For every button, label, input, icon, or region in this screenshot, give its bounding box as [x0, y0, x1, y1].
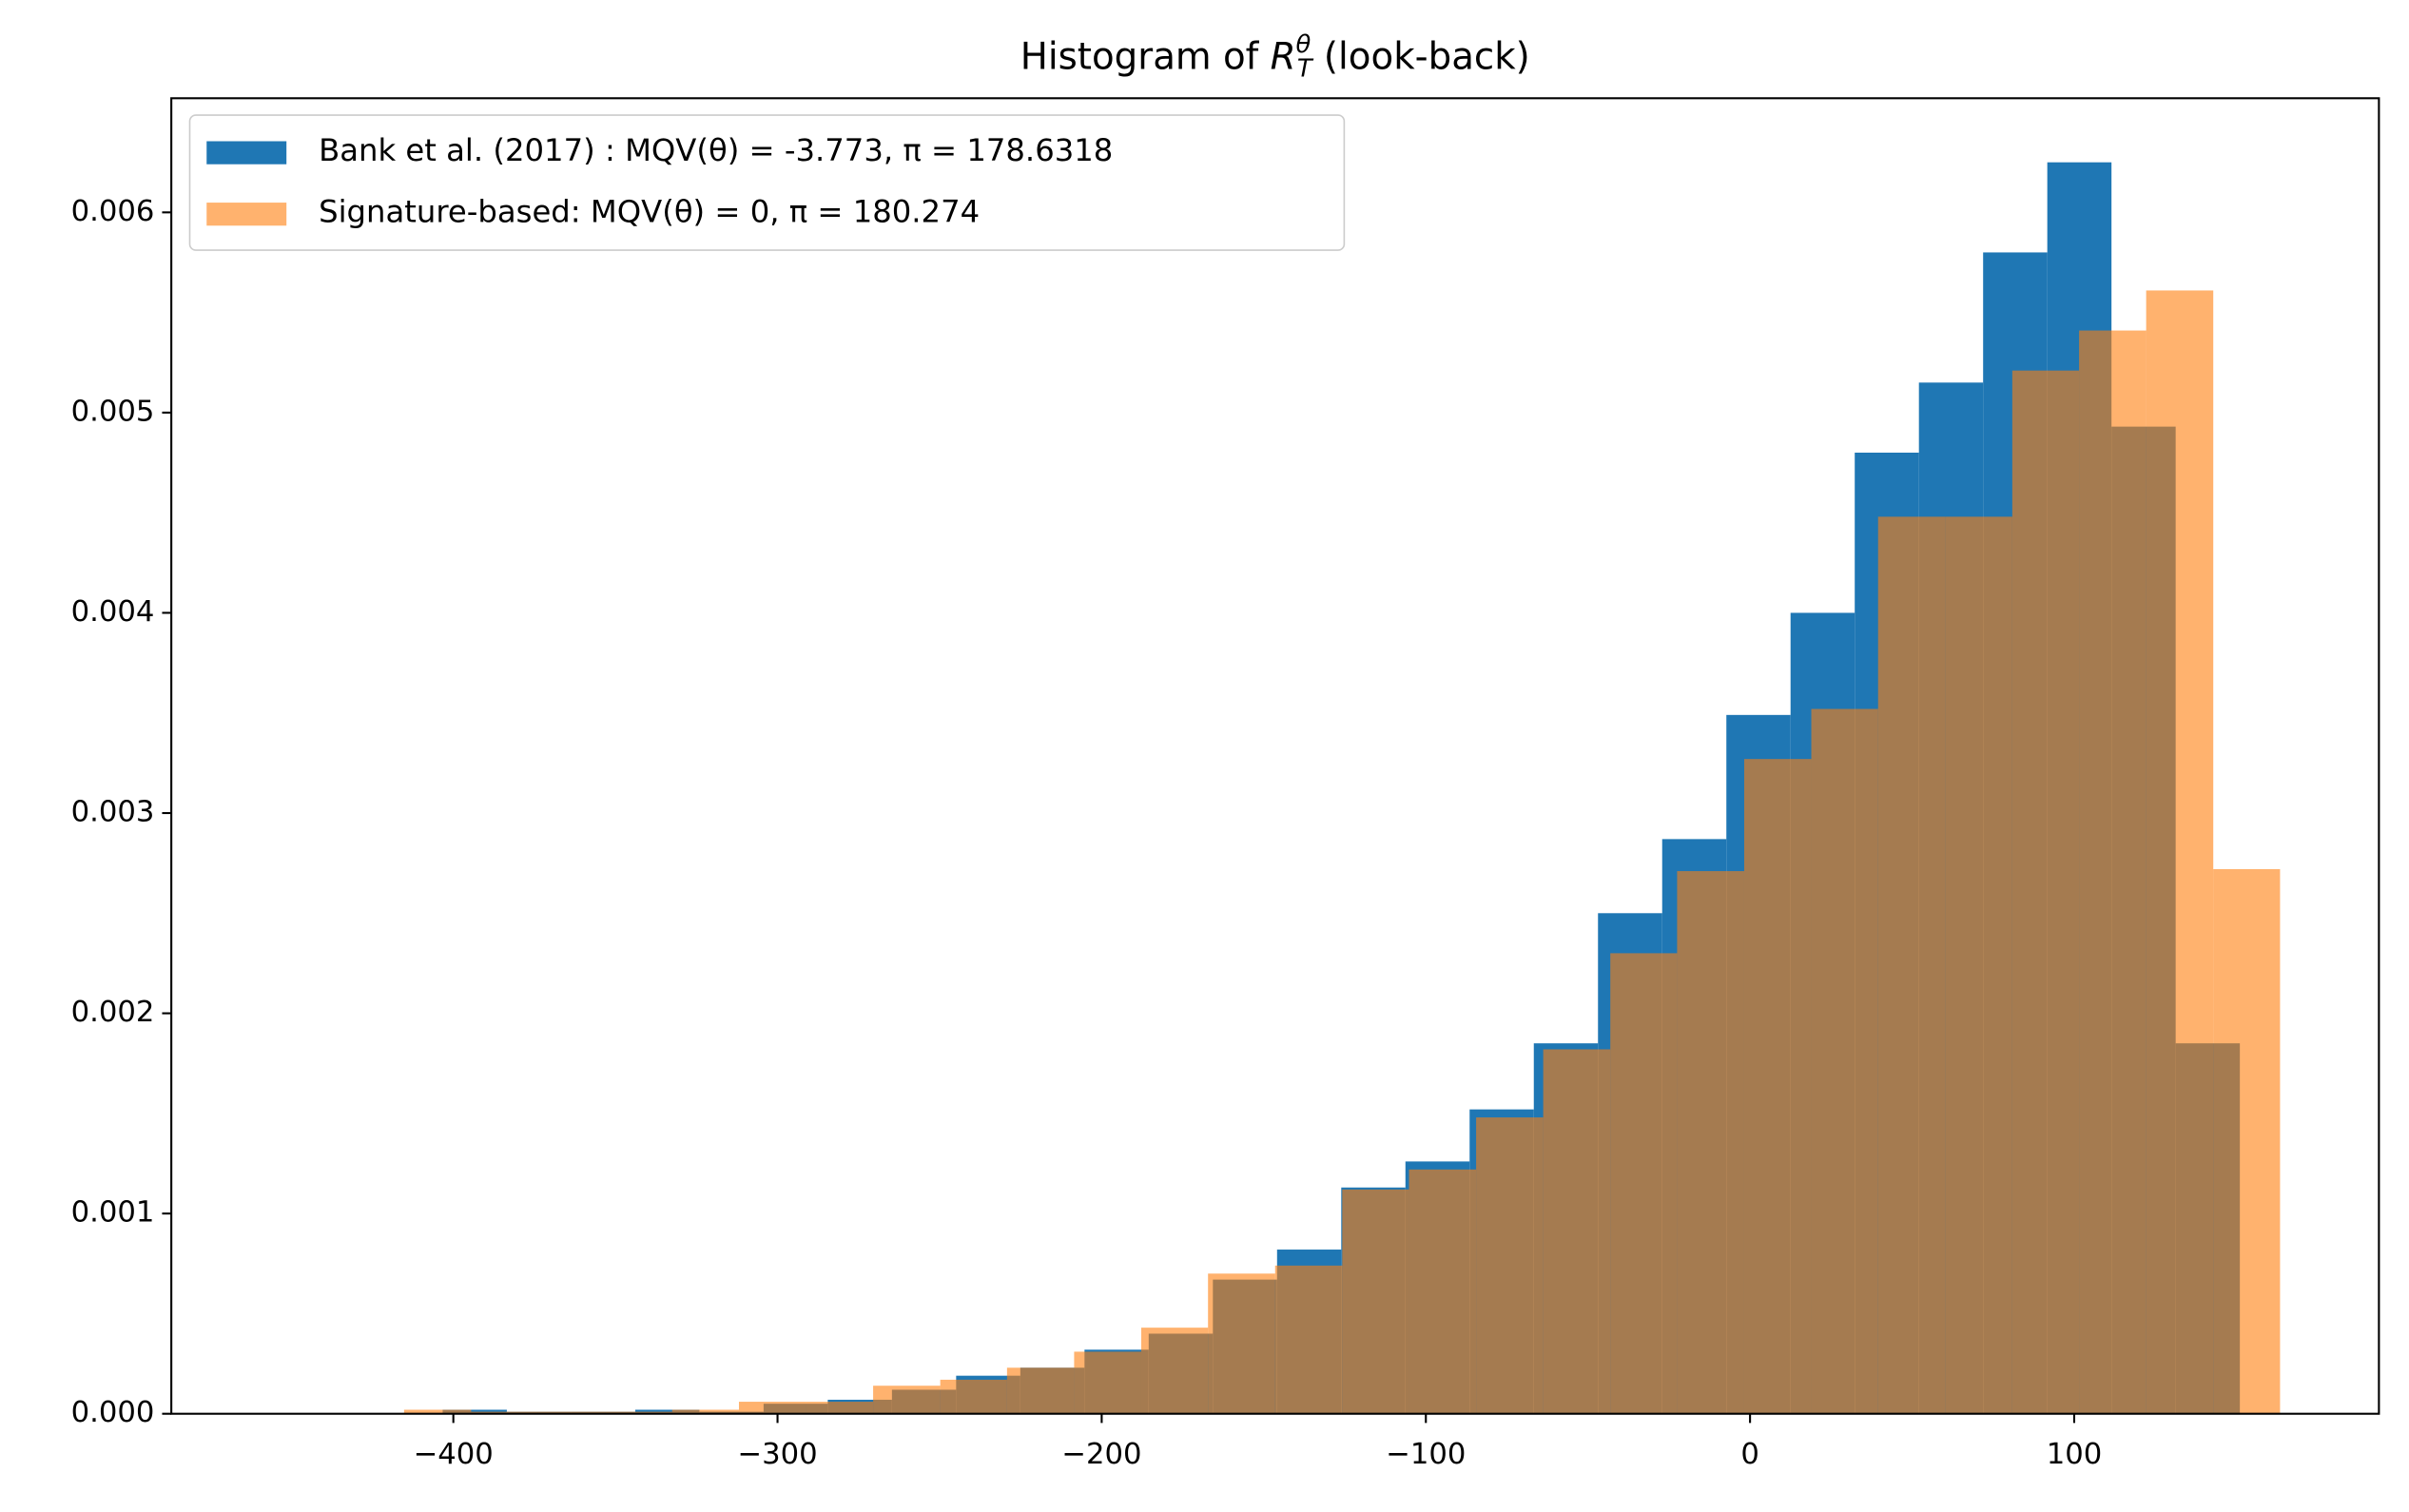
- histogram-bar: [873, 1386, 941, 1414]
- y-tick-label: 0.001: [71, 1196, 155, 1230]
- legend-swatch: [206, 203, 287, 226]
- histogram-bar: [1274, 1265, 1343, 1414]
- x-tick-label: −200: [1061, 1438, 1141, 1471]
- histogram-bar: [1476, 1117, 1544, 1414]
- histogram-bar: [1743, 759, 1812, 1414]
- histogram-bar: [1342, 1189, 1409, 1414]
- histogram-bar: [1408, 1169, 1477, 1414]
- y-tick-label: 0.006: [71, 195, 155, 228]
- histogram-bar: [471, 1411, 538, 1414]
- y-tick-label: 0.005: [71, 395, 155, 428]
- histogram-bar: [738, 1402, 806, 1414]
- histogram-bar: [1945, 516, 2012, 1414]
- legend-label: Bank et al. (2017) : MQV(θ) = -3.773, π …: [319, 132, 1113, 168]
- histogram-bar: [2213, 868, 2281, 1414]
- legend-swatch: [206, 141, 287, 165]
- histogram-bar: [1140, 1328, 1209, 1414]
- chart-title: Histogram of Rθ T (look-back): [1020, 29, 1530, 83]
- histogram-bar: [806, 1402, 874, 1414]
- x-tick-label: −400: [414, 1438, 494, 1471]
- x-tick-label: 0: [1740, 1438, 1759, 1471]
- histogram-bar: [940, 1379, 1007, 1414]
- histogram-bar: [1543, 1049, 1611, 1414]
- histogram-bar: [2079, 330, 2147, 1414]
- x-tick-label: −300: [737, 1438, 817, 1471]
- legend-box: [188, 114, 1346, 251]
- histogram-bar: [1208, 1273, 1275, 1414]
- histogram-bar: [1811, 708, 1878, 1414]
- y-tick-label: 0.003: [71, 796, 155, 829]
- histogram-bar: [605, 1411, 672, 1414]
- legend-label: Signature-based: MQV(θ) = 0, π = 180.274: [319, 193, 980, 229]
- y-tick-label: 0.002: [71, 996, 155, 1029]
- histogram-bar: [1074, 1351, 1141, 1414]
- histogram-bar: [671, 1409, 739, 1414]
- y-tick-label: 0.004: [71, 595, 155, 629]
- x-tick-label: 100: [2047, 1438, 2103, 1471]
- histogram-bar: [403, 1409, 472, 1414]
- histogram-bar: [537, 1411, 606, 1414]
- x-tick-label: −100: [1386, 1438, 1466, 1471]
- histogram-bar: [1677, 871, 1744, 1414]
- histogram-bar: [2011, 370, 2080, 1414]
- histogram-bar: [1006, 1367, 1075, 1414]
- histogram-bar: [1877, 516, 1946, 1414]
- plot-frame: [170, 97, 2380, 1415]
- y-tick-label: 0.000: [71, 1396, 155, 1429]
- histogram-bar: [1610, 953, 1678, 1414]
- histogram-bar: [2146, 290, 2214, 1414]
